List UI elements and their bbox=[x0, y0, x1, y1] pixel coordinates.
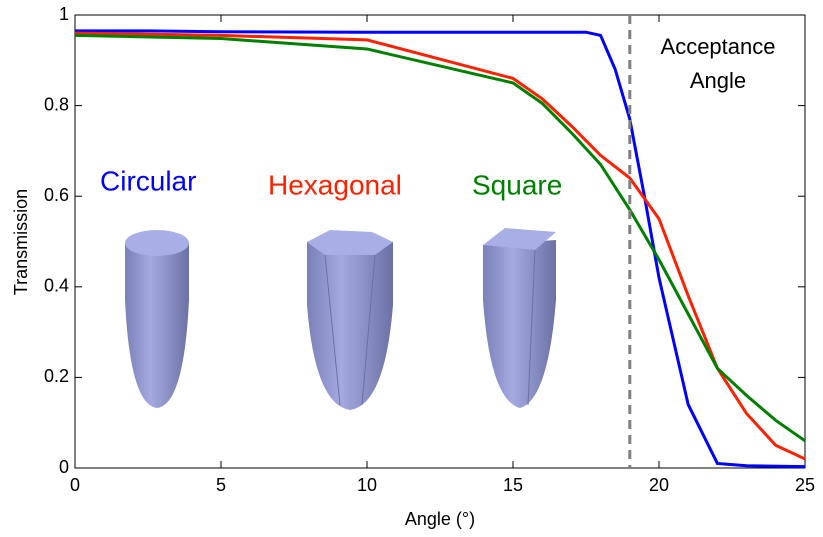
annotation: Angle bbox=[690, 68, 746, 93]
y-tick-label: 0 bbox=[59, 457, 69, 477]
x-tick-label: 5 bbox=[216, 475, 226, 495]
annotation: Acceptance bbox=[661, 34, 776, 59]
chart: Angle (°) Transmission 0 5 10 15 20 25 0 0.2 0.4… bbox=[0, 0, 823, 537]
x-axis-label: Angle (°) bbox=[405, 509, 475, 529]
y-tick-label: 0.2 bbox=[44, 366, 69, 386]
y-tick-label: 0.4 bbox=[44, 276, 69, 296]
x-tick-label: 15 bbox=[503, 475, 523, 495]
x-tick-label: 25 bbox=[795, 475, 815, 495]
x-tick-label: 10 bbox=[357, 475, 377, 495]
x-tick-label: 0 bbox=[70, 475, 80, 495]
legend-label: Circular bbox=[100, 165, 196, 196]
legend-label: Hexagonal bbox=[268, 169, 402, 200]
y-tick-label: 0.8 bbox=[44, 94, 69, 114]
y-tick-label: 1 bbox=[59, 4, 69, 24]
page: {"chart_data": {"type": "line", "xlabel"… bbox=[0, 0, 823, 537]
legend-label: Square bbox=[472, 169, 562, 200]
x-tick-label: 20 bbox=[649, 475, 669, 495]
y-tick-label: 0.6 bbox=[44, 185, 69, 205]
y-axis-label: Transmission bbox=[11, 189, 31, 295]
